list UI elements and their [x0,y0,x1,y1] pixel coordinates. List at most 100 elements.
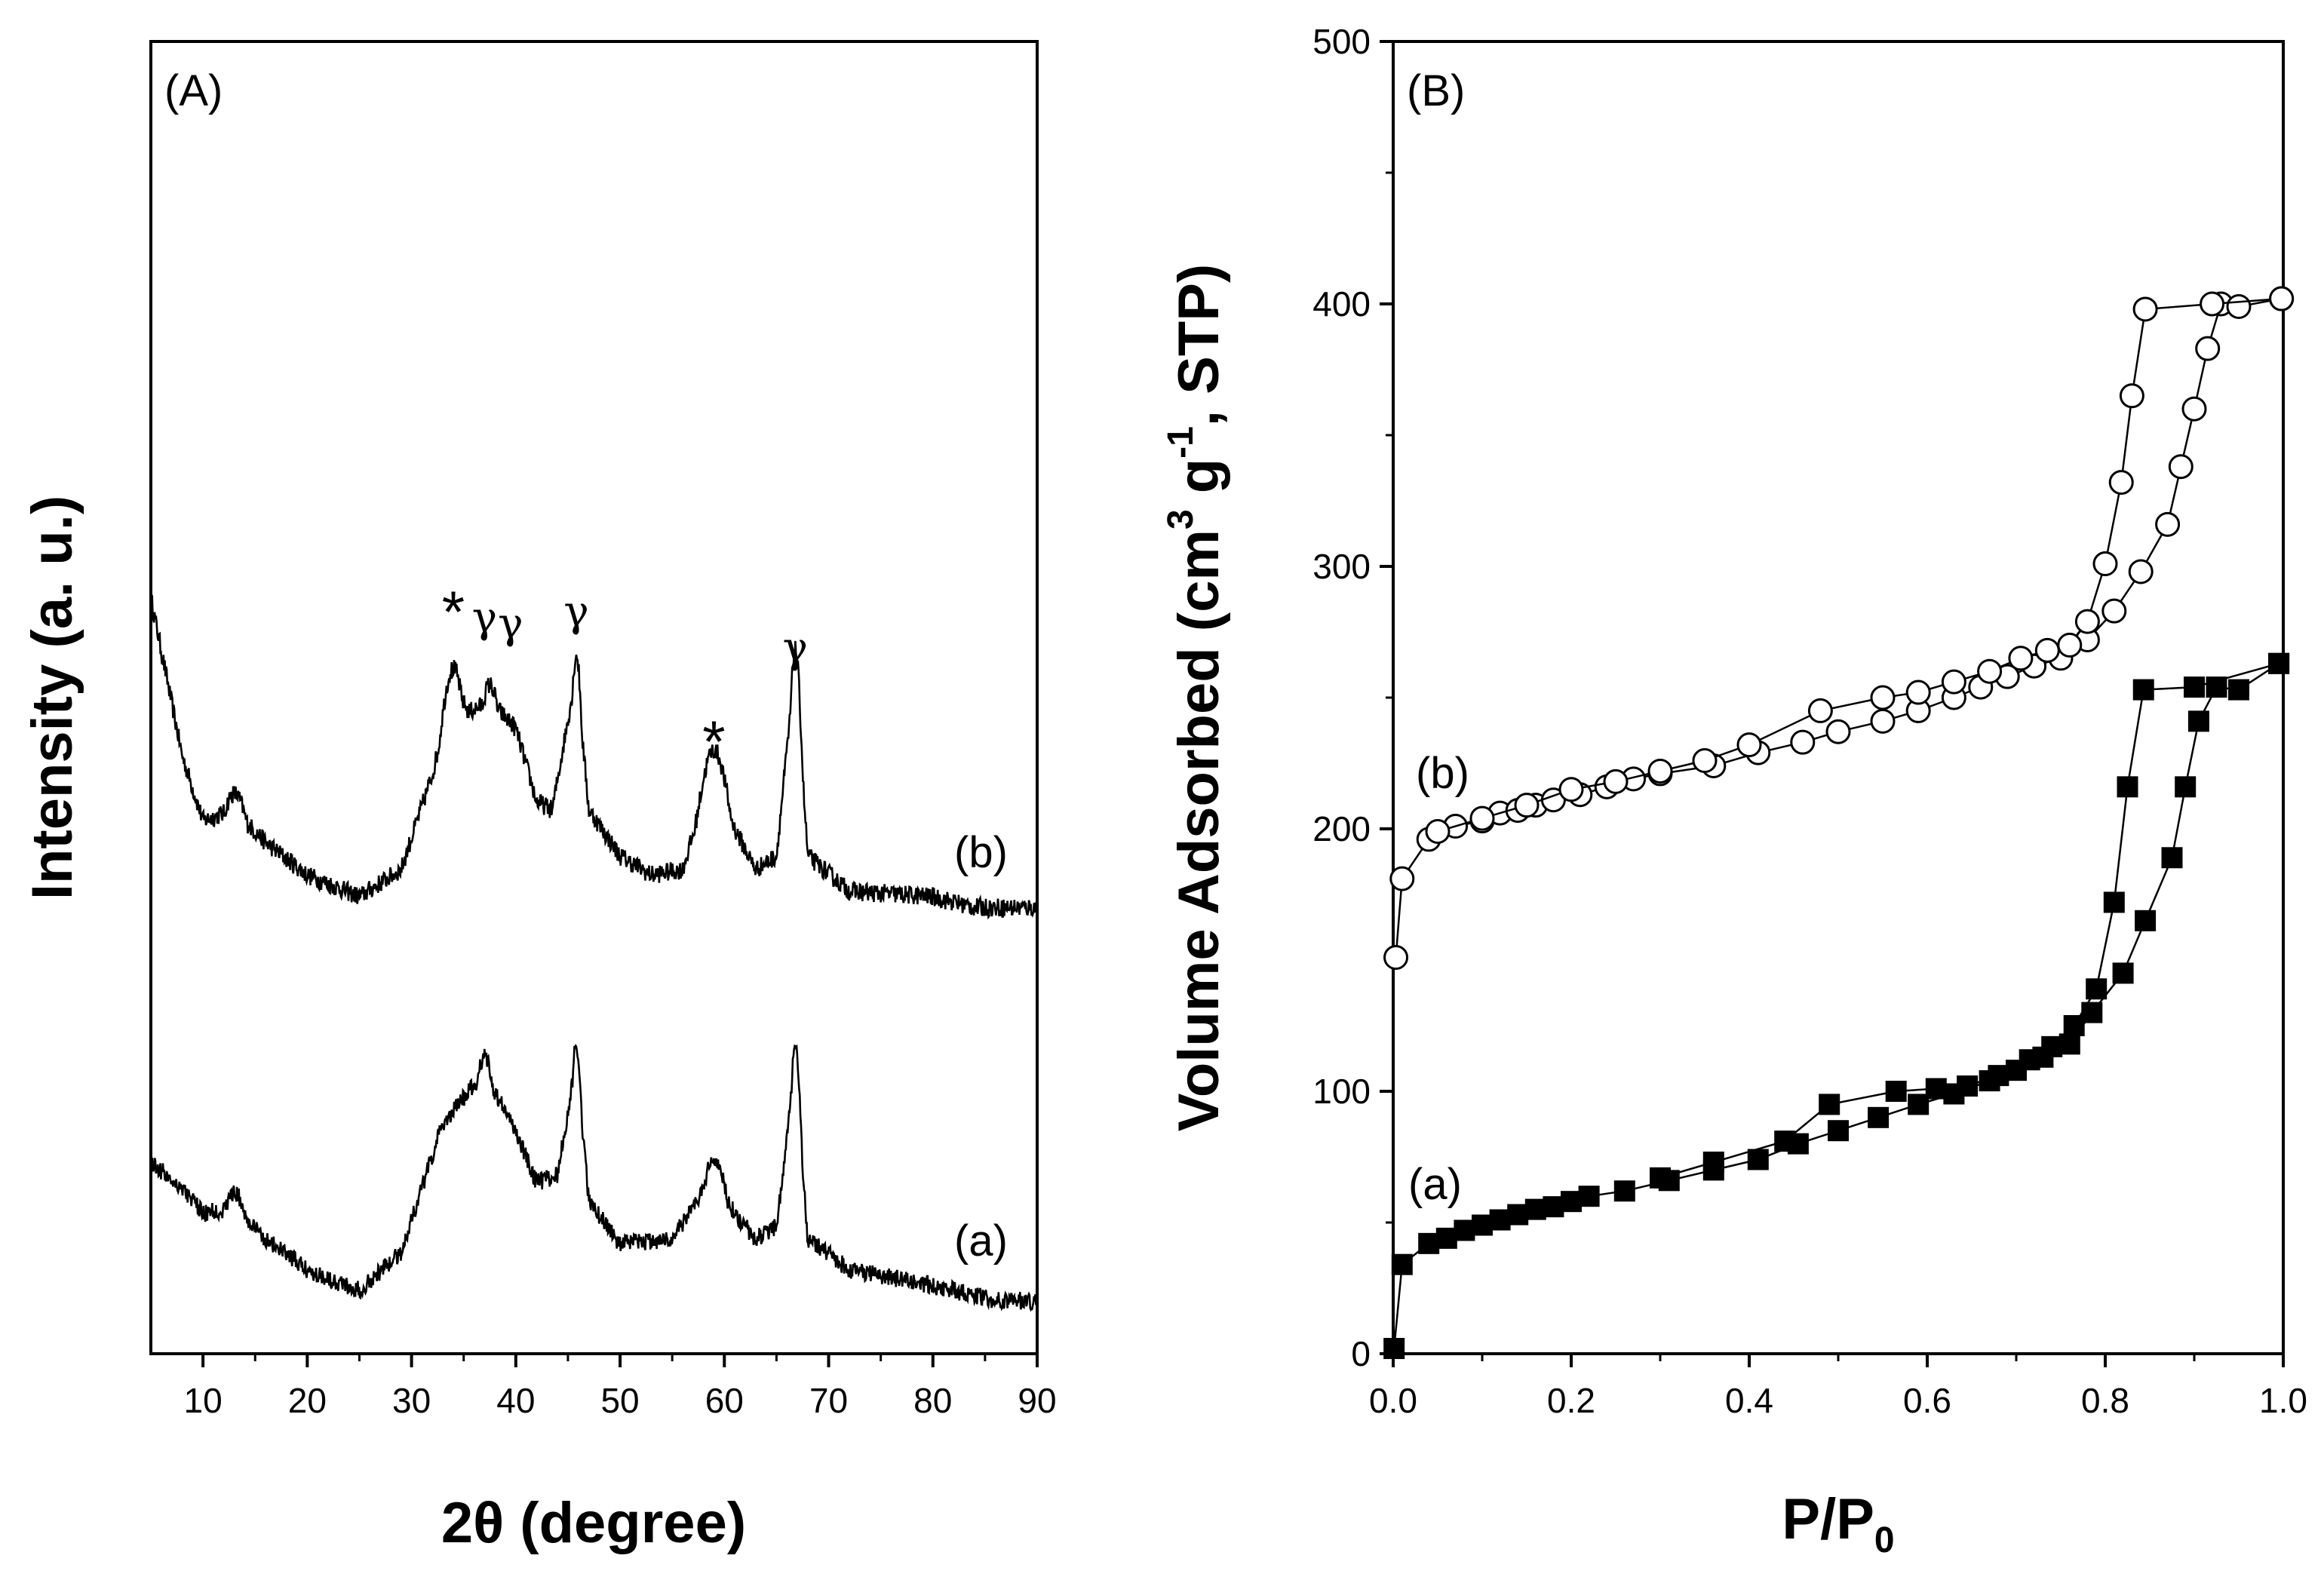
data-point-a-adsorption [2112,962,2134,984]
data-point-a-desorption [2041,1035,2063,1057]
x-tick-label-a-90: 90 [1018,1381,1056,1420]
data-point-b-desorption [1514,793,1540,818]
y-axis-title-b-main: Volume Adsorbed (cm [1167,529,1231,1131]
data-point-b-desorption [2200,291,2225,317]
data-point-b-adsorption [1389,866,1415,891]
data-point-a-adsorption [2187,710,2209,732]
peak-marker-gamma: γ [783,624,808,673]
y-axis-title-b-sup1: 3 [1161,509,1201,529]
data-point-a-adsorption [1828,1120,1849,1142]
peak-marker-star: * [442,578,465,645]
series-label-a-a: (a) [954,1216,1008,1265]
data-point-b-desorption [1469,805,1495,831]
x-tick-label-a-10: 10 [184,1381,223,1420]
data-point-b-desorption [1905,680,1931,705]
data-point-b-desorption [1425,818,1451,844]
data-point-a-desorption [2063,1015,2085,1036]
data-point-b-adsorption [2226,293,2252,319]
isotherm-line-b-adsorption [1395,297,2282,958]
data-point-b-desorption [1870,685,1896,710]
data-point-a-adsorption [1868,1106,1890,1128]
x-tick-label-a-60: 60 [705,1381,744,1420]
data-point-b-desorption [2008,646,2034,671]
data-point-a-desorption [2117,776,2138,798]
x-tick-label-b: 0.6 [1903,1381,1951,1420]
x-tick-label-b: 0.8 [2081,1381,2129,1420]
data-point-b-adsorption [2181,396,2207,422]
data-point-b-desorption [2119,383,2144,409]
panel-a-frame [149,40,1039,1355]
data-point-a-desorption [1702,1151,1724,1173]
panel-a-x-ticks: 10 20 30 40 50 60 70 80 90 [184,1354,1057,1420]
y-axis-title-b-end: , STP) [1167,264,1231,426]
data-point-b-desorption [2074,609,2100,634]
data-point-b-adsorption [1825,719,1851,744]
x-tick-label-a-40: 40 [496,1381,535,1420]
data-point-b-adsorption [1790,729,1816,755]
data-point-a-adsorption [1383,1338,1405,1360]
x-tick-label-a-70: 70 [809,1381,848,1420]
data-point-a-desorption [2132,679,2154,701]
x-tick-label-b: 0.0 [1369,1381,1417,1420]
series-label-b-a: (a) [1408,1160,1462,1209]
data-point-b-desorption [2092,551,2118,577]
panel-b: 0.0 0.2 0.4 0.6 0.8 1.0 0 100 200 300 400 500 (B) (… [1161,22,2307,1560]
data-point-a-adsorption [2081,1002,2103,1023]
data-point-a-adsorption [1454,1219,1475,1241]
data-point-a-adsorption [1489,1209,1511,1231]
data-point-b-desorption [1941,669,1966,695]
data-point-a-adsorption [1391,1253,1413,1275]
x-axis-title-b-main: P/P [1782,1487,1874,1551]
y-tick-label-b: 400 [1312,284,1371,324]
data-point-b-adsorption [2168,454,2194,480]
data-point-b-desorption [1736,732,1762,758]
data-point-b-adsorption [2101,598,2127,624]
y-axis-title-b-mid: g [1167,459,1231,510]
data-point-a-adsorption [1418,1232,1440,1254]
data-point-a-adsorption [1578,1186,1600,1207]
panel-a-series [149,591,1039,1312]
x-tick-label-a-80: 80 [913,1381,952,1420]
x-tick-label-a-50: 50 [600,1381,639,1420]
data-point-a-desorption [1650,1167,1671,1189]
x-tick-label-b: 1.0 [2259,1381,2307,1420]
isotherm-line-a-adsorption [1392,662,2279,1349]
x-axis-title-a: 2θ (degree) [441,1491,746,1555]
x-axis-title-b-sub: 0 [1874,1520,1895,1560]
peak-marker-gamma: γ [472,594,497,643]
y-axis-title-b: Volume Adsorbed (cm3 g-1, STP) [1161,264,1231,1131]
y-tick-label-b: 0 [1351,1334,1371,1373]
peak-marker-gamma: γ [498,600,523,649]
data-point-b-adsorption [1383,945,1409,971]
data-point-b-desorption [1977,658,2003,684]
data-point-b-desorption [2108,470,2134,495]
data-point-a-desorption [1819,1094,1840,1115]
y-tick-label-b: 200 [1312,809,1371,848]
x-tick-label-a-30: 30 [392,1381,431,1420]
y-tick-label-b: 100 [1312,1072,1371,1111]
panel-b-series [1383,286,2295,1360]
data-point-a-desorption [2019,1049,2040,1071]
data-point-a-desorption [2086,978,2108,1000]
y-tick-label-b: 500 [1312,22,1371,61]
data-point-b-desorption [2057,632,2083,658]
data-point-a-desorption [2103,891,2125,913]
data-point-a-desorption [1885,1081,1907,1102]
y-axis-title-b-sup2: -1 [1161,426,1201,459]
data-point-b-desorption [1692,748,1718,774]
data-point-a-desorption [2184,676,2205,698]
data-point-a-adsorption [2228,679,2249,701]
data-point-b-desorption [2269,286,2295,311]
x-tick-label-a-20: 20 [288,1381,327,1420]
data-point-a-adsorption [1524,1198,1546,1220]
data-point-b-desorption [1558,777,1584,802]
data-point-b-adsorption [2128,559,2154,584]
data-point-a-adsorption [1507,1204,1529,1226]
data-point-a-adsorption [2135,910,2157,931]
y-tick-label-b: 300 [1312,547,1371,586]
data-point-a-adsorption [1908,1094,1930,1115]
data-point-b-desorption [2132,296,2158,322]
data-point-b-adsorption [1870,708,1896,734]
data-point-a-adsorption [1747,1149,1769,1170]
